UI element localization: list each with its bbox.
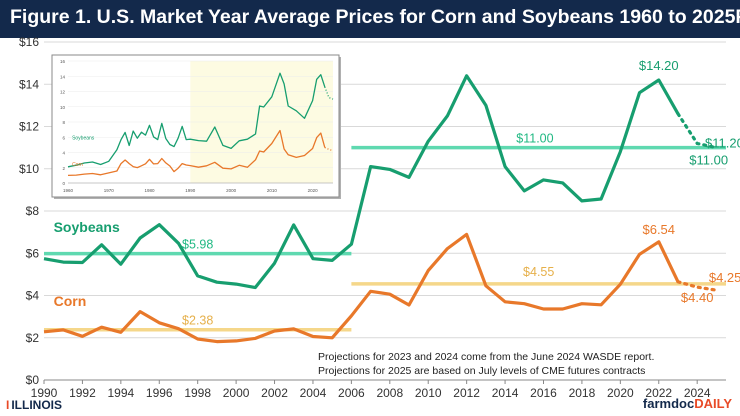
y-tick-label: $4 bbox=[26, 289, 40, 303]
x-tick-label: 1996 bbox=[146, 386, 173, 400]
y-tick-label: $16 bbox=[19, 35, 39, 49]
inset-x-tick-label: 2000 bbox=[226, 188, 237, 193]
x-tick-label: 1994 bbox=[107, 386, 134, 400]
projection-line bbox=[676, 112, 719, 150]
series-label: Corn bbox=[54, 293, 87, 309]
farmdoc-logo-text-2: DAILY bbox=[694, 396, 732, 411]
illinois-logo-text: ILLINOIS bbox=[11, 398, 63, 412]
x-tick-label: 2002 bbox=[261, 386, 288, 400]
x-tick-label: 2016 bbox=[530, 386, 557, 400]
note-line-1: Projections for 2023 and 2024 come from … bbox=[318, 351, 655, 363]
inset-series-line bbox=[67, 129, 326, 177]
projection-line bbox=[676, 280, 719, 292]
x-tick-label: 2006 bbox=[338, 386, 365, 400]
inset-y-tick-label: 14 bbox=[60, 74, 66, 79]
x-tick-label: 1992 bbox=[69, 386, 96, 400]
farmdoc-logo: farmdocDAILY bbox=[643, 396, 732, 411]
x-tick-label: 1990 bbox=[31, 386, 58, 400]
x-tick-label: 2024 bbox=[684, 386, 711, 400]
value-annotation: $4.40 bbox=[681, 290, 714, 305]
y-tick-label: $6 bbox=[26, 246, 40, 260]
series-line bbox=[43, 74, 680, 290]
inset-y-tick-label: 0 bbox=[62, 181, 65, 186]
inset-x-tick-label: 1960 bbox=[63, 188, 74, 193]
x-tick-label: 1998 bbox=[184, 386, 211, 400]
inset-projection-line bbox=[324, 86, 334, 100]
inset-x-tick-label: 2020 bbox=[308, 188, 319, 193]
inset-chart: 0 2 4 6 8 10 12 14 16 1960 1970 1980 1990 2000 2010 202… bbox=[51, 54, 341, 199]
x-tick-label: 2000 bbox=[223, 386, 250, 400]
inset-series-label: Corn bbox=[72, 162, 83, 168]
y-tick-label: $8 bbox=[26, 204, 40, 218]
y-tick-label: $10 bbox=[19, 162, 39, 176]
x-tick-label: 2012 bbox=[453, 386, 480, 400]
average-label: $4.55 bbox=[523, 265, 554, 279]
inset-y-tick-label: 8 bbox=[62, 120, 65, 125]
inset-x-tick-label: 1970 bbox=[104, 188, 115, 193]
inset-y-tick-label: 10 bbox=[60, 105, 66, 110]
inset-x-tick-label: 2010 bbox=[267, 188, 278, 193]
y-tick-label: $12 bbox=[19, 120, 39, 134]
value-annotation: $14.20 bbox=[639, 58, 679, 73]
note-line-2: Projections for 2025 are based on July l… bbox=[318, 365, 646, 377]
inset-y-tick-label: 6 bbox=[62, 135, 65, 140]
farmdoc-logo-text-1: farmdoc bbox=[642, 396, 695, 411]
series-label: Soybeans bbox=[54, 219, 120, 235]
value-annotation: $11.20 bbox=[705, 135, 740, 150]
illinois-logo: I ILLINOIS bbox=[6, 398, 62, 412]
inset-y-tick-label: 4 bbox=[62, 151, 65, 156]
x-tick-label: 2022 bbox=[645, 386, 672, 400]
y-tick-label: $0 bbox=[26, 373, 40, 387]
x-tick-label: 2020 bbox=[607, 386, 634, 400]
inset-y-tick-label: 12 bbox=[60, 90, 66, 95]
title-bar: Figure 1. U.S. Market Year Average Price… bbox=[0, 0, 740, 38]
average-label: $5.98 bbox=[182, 238, 213, 252]
value-annotation: $4.25 bbox=[709, 270, 740, 285]
inset-y-tick-label: 16 bbox=[60, 59, 66, 64]
illinois-i-mark-icon: I bbox=[6, 398, 10, 412]
inset-x-tick-label: 1980 bbox=[145, 188, 156, 193]
figure-title: Figure 1. U.S. Market Year Average Price… bbox=[10, 6, 740, 28]
y-tick-label: $14 bbox=[19, 77, 39, 91]
x-tick-label: 2010 bbox=[415, 386, 442, 400]
inset-series-label: Soybeans bbox=[72, 136, 95, 142]
x-tick-label: 2008 bbox=[376, 386, 403, 400]
value-annotation: $11.00 bbox=[689, 153, 728, 168]
inset-x-tick-label: 1990 bbox=[185, 188, 196, 193]
x-tick-label: 2018 bbox=[569, 386, 596, 400]
inset-series-line bbox=[67, 72, 326, 168]
series-line bbox=[43, 232, 680, 344]
value-annotation: $6.54 bbox=[642, 222, 675, 237]
y-tick-label: $2 bbox=[26, 331, 40, 345]
inset-y-tick-label: 2 bbox=[62, 166, 65, 171]
projection-notes: Projections for 2023 and 2024 come from … bbox=[318, 350, 654, 378]
x-tick-label: 2004 bbox=[300, 386, 327, 400]
average-label: $2.38 bbox=[182, 314, 213, 328]
x-tick-label: 2014 bbox=[492, 386, 519, 400]
average-label: $11.00 bbox=[516, 132, 553, 146]
